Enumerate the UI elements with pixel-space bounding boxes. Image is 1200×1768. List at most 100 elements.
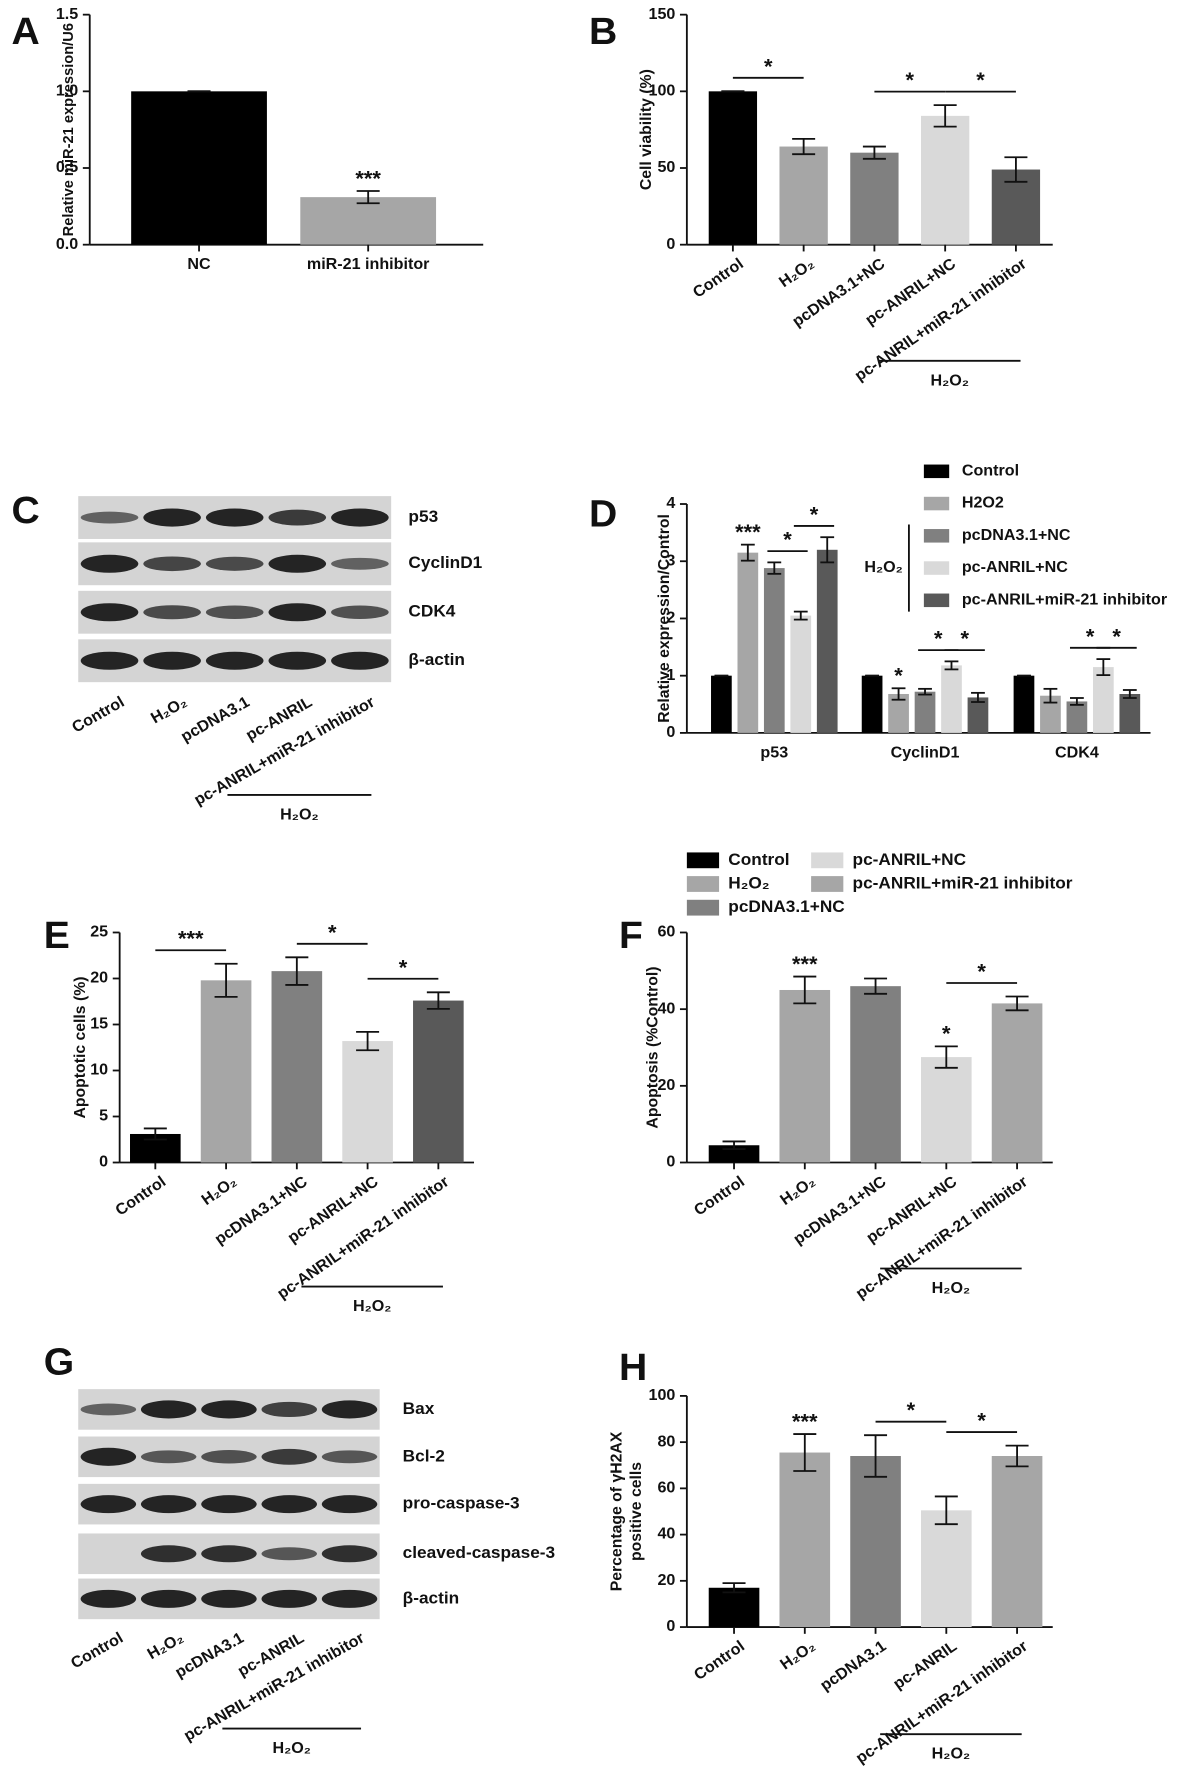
y-tick-label: 60 — [657, 1480, 675, 1497]
bar — [850, 986, 901, 1163]
blot-band — [261, 1589, 317, 1608]
bar — [914, 691, 936, 733]
significance-label: * — [977, 959, 986, 984]
legend-swatch — [923, 593, 950, 608]
blot-band — [143, 651, 201, 670]
blot-band — [140, 1495, 197, 1514]
bar — [779, 989, 831, 1163]
bar — [967, 697, 989, 733]
legend-label: Control — [962, 463, 1019, 480]
blot-band — [321, 1450, 378, 1464]
blot-band — [268, 509, 327, 526]
blot-row-label: Bcl-2 — [403, 1446, 445, 1465]
blot-band — [261, 1448, 317, 1465]
legend-swatch — [686, 876, 720, 892]
bar — [1066, 701, 1088, 733]
blot-band — [321, 1495, 378, 1514]
blot-band — [80, 511, 139, 524]
legend-swatch — [923, 561, 950, 575]
y-tick-label: 0.0 — [56, 236, 79, 253]
bar — [708, 1587, 760, 1628]
y-tick-label: 0 — [99, 1154, 108, 1171]
blot-band — [201, 1589, 257, 1608]
bar — [763, 568, 785, 733]
y-tick-label: 20 — [657, 1077, 675, 1094]
legend-label: H2O2 — [962, 495, 1004, 512]
y-axis-label: Relative miR-21 expression/U6 — [61, 23, 77, 236]
x-tick-label: Control — [690, 256, 747, 302]
y-tick-label: 1 — [666, 667, 675, 684]
bar — [816, 549, 838, 733]
x-tick-label: NC — [187, 256, 211, 273]
lane-label: H₂O₂ — [148, 694, 190, 727]
group-label: H₂O₂ — [932, 1280, 970, 1297]
bar — [708, 1145, 760, 1163]
blot-row-label: pro-caspase-3 — [403, 1494, 520, 1513]
group-label: H₂O₂ — [932, 1746, 970, 1763]
significance-label: * — [1112, 624, 1121, 649]
bar — [850, 1456, 901, 1628]
lane-label: pcDNA3.1 — [178, 694, 253, 746]
significance-label: * — [934, 626, 943, 651]
blot-band — [321, 1589, 378, 1608]
blot-band — [201, 1545, 257, 1563]
y-tick-label: 10 — [90, 1062, 108, 1079]
panel-letter: G — [44, 1341, 74, 1384]
significance-label: *** — [735, 519, 761, 544]
lane-label: Control — [69, 694, 127, 737]
blot-band — [331, 651, 389, 670]
blot-band — [140, 1589, 197, 1608]
blot-band — [261, 1401, 317, 1418]
blot-band — [140, 1545, 197, 1563]
y-tick-label: 1.0 — [56, 83, 79, 100]
panel-letter: A — [12, 10, 40, 53]
blot-row-label: β-actin — [408, 650, 465, 669]
blot-band — [80, 1495, 137, 1514]
bar — [779, 1452, 831, 1628]
x-tick-label: miR-21 inhibitor — [307, 256, 430, 273]
bar — [991, 1003, 1043, 1163]
bar — [991, 1456, 1043, 1628]
significance-label: * — [328, 920, 337, 945]
blot-row-label: β-actin — [403, 1588, 460, 1607]
bar — [271, 971, 323, 1163]
blot-band — [331, 557, 389, 570]
significance-label: *** — [792, 1409, 818, 1434]
significance-label: *** — [355, 166, 381, 191]
panel-letter: B — [589, 10, 617, 53]
blot-band — [140, 1400, 197, 1419]
significance-label: * — [907, 1397, 916, 1422]
blot-band — [143, 508, 201, 527]
legend-label: pc-ANRIL+miR-21 inhibitor — [853, 874, 1073, 893]
blot-band — [321, 1400, 378, 1419]
y-axis-label: Relative expression/Control — [656, 514, 673, 723]
x-tick-label: CyclinD1 — [891, 744, 960, 761]
blot-band — [268, 651, 327, 670]
y-tick-label: 0 — [666, 236, 675, 253]
y-tick-label: 0.5 — [56, 159, 79, 176]
legend-label: H₂O₂ — [728, 874, 769, 893]
group-label: H₂O₂ — [353, 1298, 391, 1315]
blot-band — [80, 1403, 137, 1416]
bar — [920, 115, 970, 245]
blot-band — [205, 605, 264, 620]
significance-label: * — [1086, 624, 1095, 649]
y-tick-label: 100 — [648, 1387, 675, 1404]
bar — [779, 146, 828, 245]
legend-group-label: H₂O₂ — [864, 559, 902, 576]
y-tick-label: 100 — [648, 83, 675, 100]
blot-band — [205, 508, 264, 527]
y-tick-label: 40 — [657, 1526, 675, 1543]
x-tick-label: CDK4 — [1055, 744, 1099, 761]
bar — [861, 675, 883, 733]
bar — [1119, 693, 1141, 733]
bar — [300, 197, 437, 245]
blot-band — [331, 508, 389, 527]
y-tick-label: 25 — [90, 924, 108, 941]
bar — [850, 152, 899, 245]
legend-label: pcDNA3.1+NC — [728, 897, 844, 916]
blot-band — [201, 1495, 257, 1514]
legend-label: pcDNA3.1+NC — [962, 527, 1071, 544]
legend-swatch — [811, 852, 844, 869]
blot-band — [143, 605, 201, 620]
